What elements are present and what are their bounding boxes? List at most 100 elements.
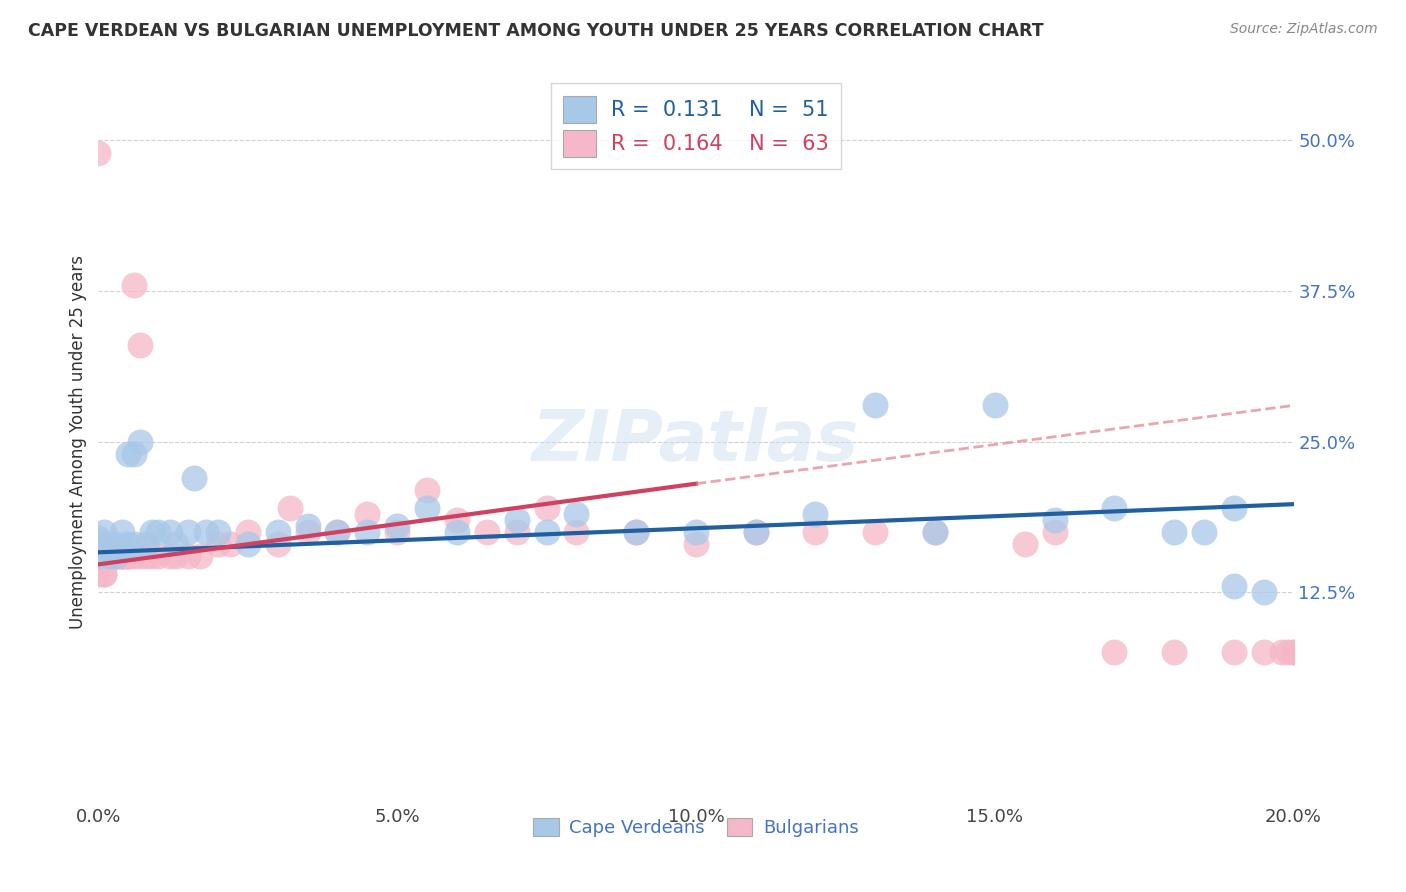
- Point: [87, 555, 110, 569]
- Point: [141, 524, 163, 539]
- Point: [98, 537, 122, 551]
- Point: [93, 537, 115, 551]
- Point: [98, 549, 122, 563]
- Point: [159, 524, 181, 539]
- Point: [506, 524, 529, 539]
- Point: [93, 542, 115, 557]
- Point: [1277, 645, 1299, 659]
- Point: [93, 549, 115, 563]
- Point: [117, 537, 139, 551]
- Point: [565, 507, 588, 521]
- Text: CAPE VERDEAN VS BULGARIAN UNEMPLOYMENT AMONG YOUTH UNDER 25 YEARS CORRELATION CH: CAPE VERDEAN VS BULGARIAN UNEMPLOYMENT A…: [28, 22, 1043, 40]
- Point: [124, 447, 146, 461]
- Point: [446, 524, 468, 539]
- Point: [207, 537, 229, 551]
- Point: [98, 549, 122, 563]
- Point: [111, 542, 134, 557]
- Point: [356, 507, 378, 521]
- Point: [87, 145, 110, 160]
- Point: [924, 524, 946, 539]
- Point: [416, 483, 439, 497]
- Point: [124, 537, 146, 551]
- Point: [416, 500, 439, 515]
- Y-axis label: Unemployment Among Youth under 25 years: Unemployment Among Youth under 25 years: [69, 254, 87, 629]
- Point: [1104, 500, 1126, 515]
- Point: [177, 549, 200, 563]
- Point: [195, 524, 218, 539]
- Point: [165, 549, 187, 563]
- Point: [188, 549, 211, 563]
- Point: [565, 524, 588, 539]
- Point: [111, 524, 134, 539]
- Point: [1282, 645, 1305, 659]
- Point: [278, 500, 301, 515]
- Point: [117, 549, 139, 563]
- Point: [1163, 524, 1185, 539]
- Point: [105, 549, 128, 563]
- Point: [87, 549, 110, 563]
- Point: [475, 524, 498, 539]
- Point: [1271, 645, 1294, 659]
- Point: [87, 537, 110, 551]
- Point: [141, 549, 163, 563]
- Point: [1223, 500, 1246, 515]
- Point: [1223, 645, 1246, 659]
- Text: ZIPatlas: ZIPatlas: [533, 407, 859, 476]
- Point: [165, 537, 187, 551]
- Point: [93, 524, 115, 539]
- Point: [183, 471, 205, 485]
- Point: [93, 567, 115, 582]
- Point: [1223, 579, 1246, 593]
- Point: [385, 524, 409, 539]
- Point: [236, 537, 259, 551]
- Point: [117, 549, 139, 563]
- Point: [626, 524, 648, 539]
- Point: [1104, 645, 1126, 659]
- Point: [117, 447, 139, 461]
- Point: [1014, 537, 1036, 551]
- Point: [1282, 645, 1305, 659]
- Point: [745, 524, 768, 539]
- Point: [536, 500, 558, 515]
- Point: [536, 524, 558, 539]
- Point: [111, 549, 134, 563]
- Point: [105, 537, 128, 551]
- Point: [356, 524, 378, 539]
- Point: [326, 524, 349, 539]
- Point: [111, 549, 134, 563]
- Point: [236, 524, 259, 539]
- Point: [177, 524, 200, 539]
- Point: [865, 524, 887, 539]
- Point: [87, 567, 110, 582]
- Point: [207, 524, 229, 539]
- Point: [129, 549, 152, 563]
- Point: [326, 524, 349, 539]
- Point: [984, 398, 1007, 412]
- Point: [219, 537, 242, 551]
- Point: [93, 542, 115, 557]
- Point: [1043, 513, 1066, 527]
- Point: [98, 549, 122, 563]
- Point: [148, 549, 170, 563]
- Point: [124, 278, 146, 293]
- Point: [446, 513, 468, 527]
- Point: [98, 549, 122, 563]
- Point: [1192, 524, 1215, 539]
- Point: [685, 537, 707, 551]
- Point: [1163, 645, 1185, 659]
- Point: [159, 549, 181, 563]
- Point: [506, 513, 529, 527]
- Point: [297, 519, 319, 533]
- Point: [745, 524, 768, 539]
- Point: [105, 549, 128, 563]
- Point: [111, 549, 134, 563]
- Text: Source: ZipAtlas.com: Source: ZipAtlas.com: [1230, 22, 1378, 37]
- Point: [1253, 585, 1275, 599]
- Point: [267, 524, 290, 539]
- Point: [135, 549, 157, 563]
- Point: [117, 549, 139, 563]
- Point: [129, 434, 152, 449]
- Point: [124, 549, 146, 563]
- Point: [105, 549, 128, 563]
- Point: [87, 542, 110, 557]
